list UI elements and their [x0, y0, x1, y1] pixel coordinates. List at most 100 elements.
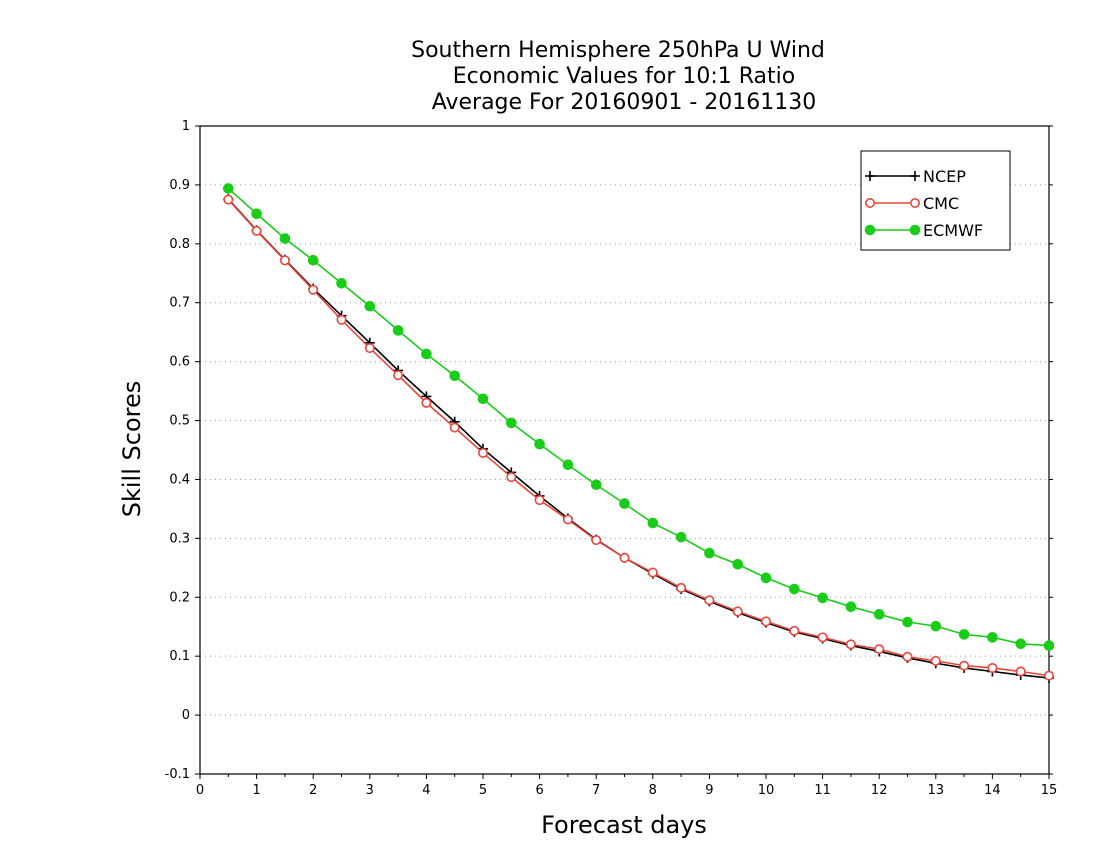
x-axis-ticks: 0 1 2 3 4 5 6 7 8 9 10 11 12 13 14 15 [196, 774, 1057, 798]
series-ecmwf-point [987, 632, 998, 643]
x-tick-label: 11 [814, 783, 831, 798]
y-tick-label: 0.6 [169, 355, 190, 370]
series-cmc-point [251, 225, 262, 236]
x-tick-label: 3 [366, 783, 374, 798]
y-axis-label: Skill Scores [118, 381, 146, 518]
series-ecmwf-point [619, 498, 630, 509]
series-cmc-point [562, 514, 573, 525]
y-tick-label: 0 [182, 708, 190, 723]
series-cmc-line [227, 199, 1050, 677]
series-cmc-point [364, 343, 375, 354]
x-tick-label: 9 [705, 783, 713, 798]
series-ncep-line [227, 198, 1050, 679]
series-ecmwf-point [789, 583, 800, 595]
series-cmc-point [817, 632, 828, 643]
series-cmc-point [930, 655, 941, 666]
series-ecmwf-point [647, 517, 659, 529]
series-cmc-point [591, 535, 602, 546]
legend-marker [909, 198, 920, 209]
series-ecmwf-point [817, 592, 828, 604]
series-ecmwf-point [392, 325, 404, 336]
y-axis-ticks: -0.1 0 0.1 0.2 0.3 0.4 0.5 0.6 0.7 0.8 0.9 1 [165, 119, 1053, 782]
series-cmc-point [336, 314, 347, 325]
series-ecmwf-point [760, 572, 772, 584]
series-ecmwf-point [1043, 640, 1055, 651]
x-tick-label: 5 [479, 783, 487, 798]
x-tick-label: 2 [309, 783, 317, 798]
series-cmc-point [506, 472, 517, 483]
series-cmc-point [223, 194, 234, 205]
series-ecmwf-point [279, 233, 291, 244]
chart-title-line-2: Economic Values for 10:1 Ratio [453, 64, 795, 89]
y-tick-label: 0.2 [169, 590, 190, 605]
series-ecmwf-point [223, 183, 234, 194]
series-ecmwf-point [732, 558, 744, 570]
series-cmc-point [789, 625, 800, 636]
y-tick-label: 0.5 [169, 414, 190, 429]
series-ncep [223, 194, 1054, 683]
series-cmc-point [393, 370, 404, 381]
x-tick-label: 8 [649, 783, 657, 798]
series-ecmwf-point [307, 255, 319, 266]
x-tick-label: 1 [252, 783, 260, 798]
series-ecmwf-point [958, 629, 970, 640]
y-tick-label: 0.8 [169, 237, 190, 252]
legend-marker [910, 171, 920, 181]
series-cmc-point [760, 616, 771, 627]
y-tick-label: 0.3 [169, 531, 190, 546]
series-cmc-point [619, 552, 630, 563]
legend-item-cmc: CMC [864, 194, 959, 213]
series-ecmwf-point [902, 616, 913, 628]
legend-marker [864, 224, 876, 236]
x-axis-label: Forecast days [541, 811, 707, 839]
series-ecmwf-point [675, 531, 687, 543]
legend-marker [864, 198, 875, 209]
x-tick-label: 15 [1041, 783, 1058, 798]
series-ecmwf-point [873, 609, 885, 620]
series-cmc-point [987, 662, 998, 673]
series-ecmwf-point [845, 601, 857, 612]
series-cmc-point [449, 422, 460, 433]
series-cmc [223, 194, 1055, 681]
x-tick-label: 0 [196, 783, 204, 798]
series-ecmwf-point [534, 438, 545, 450]
series-cmc-point [845, 639, 856, 650]
legend-marker [909, 224, 921, 236]
series-ecmwf-point [477, 393, 489, 405]
x-tick-label: 12 [871, 783, 888, 798]
series-cmc-point [959, 660, 970, 671]
series-ecmwf-point [930, 620, 942, 632]
legend-box [860, 150, 1011, 251]
x-tick-label: 6 [535, 783, 543, 798]
x-tick-label: 14 [984, 783, 1001, 798]
series-cmc-point [421, 397, 432, 408]
y-tick-label: 0.4 [169, 472, 190, 487]
y-tick-label: 0.1 [169, 649, 190, 664]
y-tick-label: -0.1 [165, 767, 190, 782]
series-ecmwf-point [562, 459, 574, 471]
series-ecmwf-point [1015, 638, 1027, 650]
chart-title: Southern Hemisphere 250hPa U Wind Econom… [411, 38, 825, 115]
series-cmc-point [676, 582, 687, 593]
legend-item-ncep: NCEP [865, 167, 966, 186]
series-cmc-point [279, 255, 290, 266]
series-cmc-point [477, 447, 488, 458]
series-cmc-point [732, 606, 743, 617]
y-tick-label: 0.9 [169, 178, 190, 193]
series-ecmwf-point [251, 208, 262, 220]
series-ecmwf-point [364, 300, 376, 312]
series-ecmwf-point [336, 277, 347, 289]
legend-label-ecmwf: ECMWF [923, 221, 983, 240]
series-ecmwf-line [227, 187, 1050, 647]
series-cmc-point [704, 595, 715, 606]
series-ecmwf [223, 183, 1055, 651]
series-ecmwf-point [704, 547, 715, 559]
legend-label-cmc: CMC [923, 194, 959, 213]
y-tick-label: 0.7 [169, 296, 190, 311]
series-lines [223, 183, 1055, 683]
series-cmc-point [1044, 670, 1055, 681]
x-tick-label: 13 [928, 783, 945, 798]
x-tick-label: 4 [422, 783, 430, 798]
legend-item-ecmwf: ECMWF [864, 221, 983, 240]
